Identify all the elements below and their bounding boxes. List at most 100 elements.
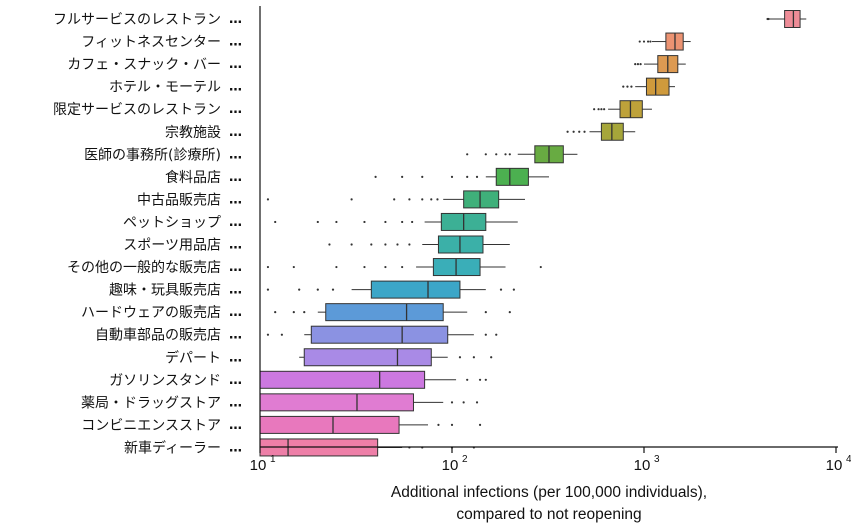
outlier-point [401,175,404,178]
outlier-point [642,40,646,43]
outlier-point [316,288,319,291]
outlier-point [630,85,633,88]
outlier-point [466,153,469,156]
outlier-point [636,63,640,66]
outlier-point [504,153,507,156]
box-iqr [259,393,414,412]
category-ellipsis: … [229,80,242,95]
category-label: 限定サービスのレストラン [53,102,221,118]
x-axis: 10 1 10 2 10 3 10 4 [250,6,851,474]
category-label: フルサービスのレストラン [53,12,221,28]
box-cat-17 [259,393,479,412]
outlier-point [478,423,482,426]
outlier-point [484,333,487,336]
category-label: 趣味・玩具販売店 [109,283,221,299]
outlier-point [478,378,482,381]
category-label: 新車ディーラー [124,439,221,456]
outlier-point [484,153,487,156]
outlier-point [649,40,652,43]
outlier-point [639,63,642,66]
box-cat-16 [259,370,487,389]
category-label: ホテル・モーテル [109,80,221,96]
box-cat-14 [266,325,498,344]
box-iqr [463,190,500,209]
outlier-point [583,130,586,133]
outlier-point [600,108,603,111]
outlier-point [421,198,424,201]
category-label: その他の一般的な販売店 [67,260,221,276]
outlier-point [572,130,575,133]
category-ellipsis: … [229,238,242,253]
outlier-point [593,108,596,111]
category-label: 薬局・ドラッグストア [81,395,221,411]
outlier-point [508,311,511,314]
category-label: フィットネスセンター [81,35,221,51]
outlier-point [566,130,569,133]
outlier-point [370,243,373,246]
box-cat-12 [266,280,515,299]
outlier-point [450,423,454,426]
outlier-point [266,288,270,291]
outlier-point [437,423,440,426]
outlier-point [578,130,581,133]
category-label: 医師の事務所(診療所) [84,146,221,163]
boxes-layer [259,10,807,457]
outlier-point [430,198,433,201]
x-tick-exponent: 1 [270,454,276,465]
outlier-point [266,265,270,269]
x-tick-base: 10 [250,457,267,474]
box-cat-8 [266,190,526,209]
box-cat-11 [266,258,542,277]
category-ellipsis: … [229,102,242,117]
category-ellipsis: … [229,440,242,455]
box-cat-3 [622,77,675,96]
box-iqr [310,325,449,344]
x-tick-exponent: 2 [462,454,468,465]
category-label: カフェ・スナック・バー [67,57,221,73]
outlier-point [363,265,366,269]
outlier-point [374,175,377,178]
category-ellipsis: … [229,12,242,27]
box-cat-6 [466,145,578,164]
category-ellipsis: … [229,170,242,185]
outlier-point [450,175,454,178]
outlier-point [274,220,277,224]
category-label: コンビニエンスストア [81,418,221,434]
outlier-point [499,288,503,291]
x-tick-label: 10 [250,457,267,474]
outlier-point [384,265,387,269]
outlier-point [266,198,270,201]
box-iqr [784,10,801,28]
box-cat-2 [634,55,686,74]
box-cat-1 [638,32,691,51]
outlier-point [316,220,319,224]
outlier-point [350,198,353,201]
category-ellipsis: … [229,373,242,388]
x-tick-base: 10 [442,457,459,474]
outlier-point [335,220,338,224]
box-cat-0 [766,10,807,28]
x-tick-base: 10 [826,457,843,474]
outlier-point [421,175,424,178]
category-labels: フルサービスのレストラン … フィットネスセンター … カフェ・スナック・バー … ホテル・… [53,12,242,456]
outlier-point [331,288,335,291]
outlier-point [328,243,331,246]
category-label: 食料品店 [165,169,221,186]
x-tick-label: 10 [634,457,651,474]
outlier-point [603,108,606,111]
category-label: スポーツ用品店 [123,238,221,254]
outlier-point [484,311,487,314]
outlier-point [646,40,650,43]
outlier-point [475,175,479,178]
x-axis-title-line1: Additional infections (per 100,000 indiv… [391,484,707,501]
outlier-point [626,85,629,88]
box-cat-13 [274,303,511,322]
x-axis-title-line2: compared to not reopening [456,506,641,523]
outlier-point [280,333,283,336]
outlier-point [475,401,479,404]
category-ellipsis: … [229,283,242,298]
outlier-point [634,63,637,66]
outlier-point [266,333,270,336]
outlier-point [512,288,515,291]
